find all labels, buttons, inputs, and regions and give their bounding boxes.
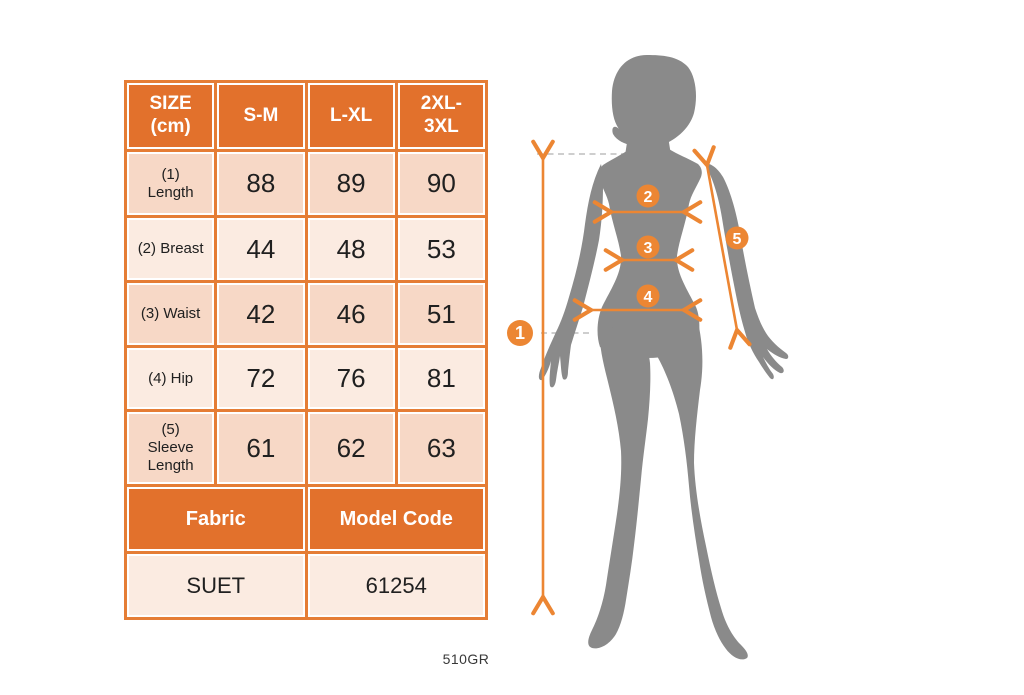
- model-code-value-cell: 61254: [307, 554, 485, 617]
- badge-circle: [636, 284, 660, 308]
- head-shape: [611, 55, 696, 148]
- woman-silhouette: [538, 55, 789, 660]
- badge-circle: [636, 184, 660, 208]
- measurement-diagram: 1 2 3 4 5: [507, 55, 789, 660]
- size-value-cell: 44: [217, 218, 305, 280]
- header-cell-l-xl: L-XL: [307, 83, 395, 149]
- fabric-value-cell: SUET: [127, 554, 305, 617]
- measurement-badge-5: 5: [725, 226, 749, 250]
- badge-number: 1: [515, 323, 525, 343]
- badge-number: 3: [644, 240, 653, 257]
- row-label-sleeve-length: (5) Sleeve Length: [127, 412, 215, 484]
- measurement-badge-4: 4: [636, 284, 660, 308]
- left-leg-shape: [588, 320, 651, 649]
- size-value-cell: 61: [217, 412, 305, 484]
- badge-circle: [725, 226, 749, 250]
- product-code: 510GR: [442, 651, 490, 667]
- measurement-badge-1: 1: [507, 320, 533, 346]
- size-value-cell: 42: [217, 283, 305, 345]
- size-value-cell: 48: [307, 218, 395, 280]
- size-value-cell: 88: [217, 152, 305, 215]
- size-value-cell: 89: [307, 152, 395, 215]
- header-cell-2xl-3xl: 2XL- 3XL: [397, 83, 485, 149]
- row-label-waist: (3) Waist: [127, 283, 215, 345]
- measurement-badge-3: 3: [636, 235, 660, 259]
- badge-circle: [507, 320, 533, 346]
- size-value-cell: 81: [397, 348, 485, 409]
- right-leg-shape: [657, 318, 748, 660]
- fabric-header-cell: Fabric: [127, 487, 305, 551]
- measurement-badge-2: 2: [636, 184, 660, 208]
- left-arm-shape: [538, 164, 603, 388]
- size-value-cell: 72: [217, 348, 305, 409]
- size-value-cell: 90: [397, 152, 485, 215]
- size-value-cell: 46: [307, 283, 395, 345]
- row-label-hip: (4) Hip: [127, 348, 215, 409]
- badge-circle: [636, 235, 660, 259]
- right-arm-shape: [704, 163, 789, 380]
- size-value-cell: 51: [397, 283, 485, 345]
- size-value-cell: 76: [307, 348, 395, 409]
- sleeve-arrow-icon: [692, 145, 752, 350]
- header-cell-size: SIZE (cm): [127, 83, 215, 149]
- size-table: SIZE (cm) S-M L-XL 2XL- 3XL (1) Length 8…: [124, 80, 488, 620]
- size-value-cell: 62: [307, 412, 395, 484]
- header-cell-s-m: S-M: [217, 83, 305, 149]
- badge-number: 4: [644, 289, 653, 306]
- badge-number: 2: [644, 189, 653, 206]
- model-code-header-cell: Model Code: [307, 487, 485, 551]
- size-value-cell: 63: [397, 412, 485, 484]
- badge-number: 5: [733, 231, 742, 248]
- row-label-breast: (2) Breast: [127, 218, 215, 280]
- size-value-cell: 53: [397, 218, 485, 280]
- row-label-length: (1) Length: [127, 152, 215, 215]
